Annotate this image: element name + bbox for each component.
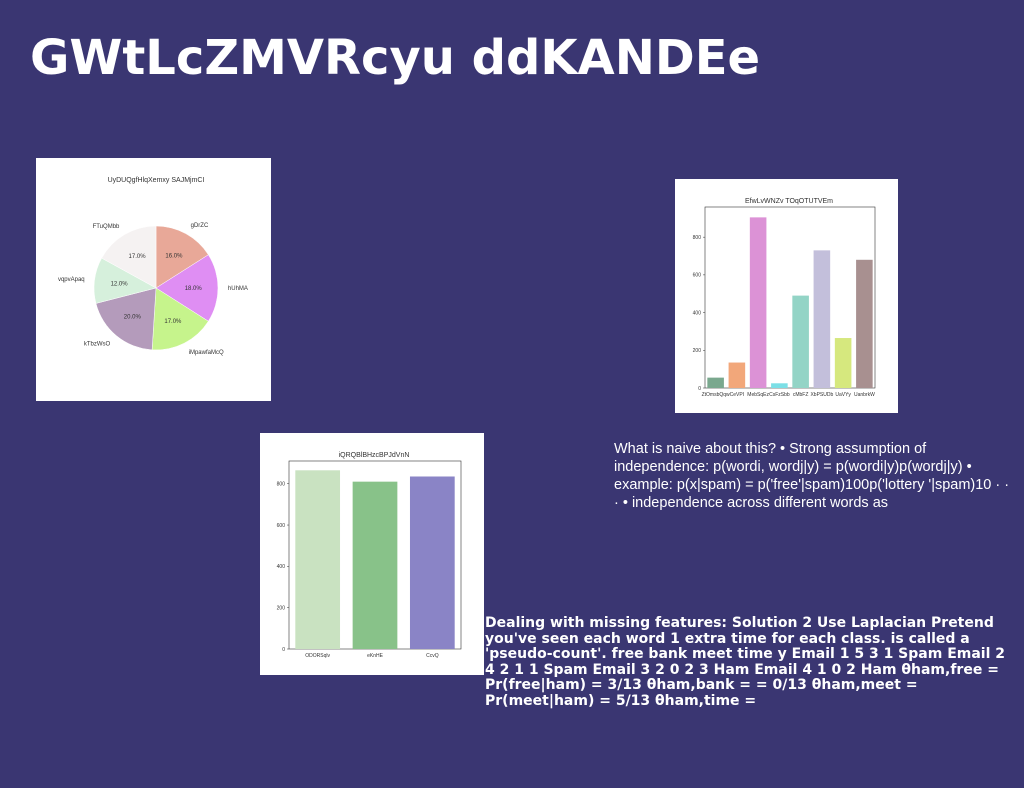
bar-chart-2-panel: iQRQBlBHzcBPJdVnN 0 200 400 600 800 ODORSqlv e… (260, 433, 484, 675)
pie-chart: UyDUQgfHlqXemxy SAJMjmCI 16.0% gDrZC 18.0%… (58, 177, 248, 356)
bar-chart-1-bar (749, 217, 767, 388)
pie-slice-label: vqpvApaq (58, 277, 85, 283)
bar-chart-1-plot-frame (704, 206, 876, 389)
bar-chart-2-xtick-label: CcvQ (426, 653, 439, 659)
pie-slice-label: gDrZC (191, 223, 209, 229)
bar-chart-1-panel: EfwLvWNZv TOqOTUTVEm 0 200 400 600 800 ZtOmsb… (675, 179, 898, 413)
bar-chart-1-bar (856, 259, 873, 388)
bar-chart-2-title: iQRQBlBHzcBPJdVnN (339, 452, 410, 459)
pie-slice (101, 225, 157, 289)
bar-chart-2-ytick-label: 400 (277, 564, 286, 570)
pie-slice (155, 225, 209, 289)
bar-chart-1-xtick-label: UanbrkW (854, 392, 875, 398)
bar-chart-2-xtick-label: ODORSqlv (305, 653, 330, 659)
bar-chart-1-xtick-label: ZtOmsbQqw (702, 392, 730, 398)
pie-pct-label: 16.0% (165, 253, 183, 259)
bar-chart-2-ytick-label: 600 (277, 523, 286, 529)
bar-chart-1-xtick-label: UaVYy (835, 392, 851, 398)
bar-chart-1-ytick-label: 800 (693, 235, 702, 241)
bar-chart-2-ytick-label: 0 (282, 647, 285, 653)
pie-pct-label: 17.0% (164, 319, 182, 325)
laplacian-smoothing-text: Dealing with missing features: Solution … (485, 615, 1006, 709)
bar-chart-1-xtick-label: MebSqEz (747, 392, 769, 398)
bar-chart-1-ytick-label: 0 (698, 386, 701, 392)
bar-chart-1-bar (792, 295, 809, 388)
pie-slice-label: FTuQMbb (93, 224, 120, 230)
bar-chart-1-xtick-label: CsFzSbb (769, 392, 790, 398)
bar-chart-1-ytick-label: 400 (693, 310, 702, 316)
bar-chart-1-ytick-label: 200 (693, 348, 702, 354)
bar-chart-1-bar (728, 362, 746, 388)
pie-chart-panel: UyDUQgfHlqXemxy SAJMjmCI 16.0% gDrZC 18.0%… (36, 158, 271, 401)
bar-chart-1-bar (834, 338, 852, 388)
bar-chart-2-xtick-label: eKnHE (367, 653, 384, 659)
pie-slice-label: hUhMA (228, 286, 248, 292)
bar-chart-1: EfwLvWNZv TOqOTUTVEm 0 200 400 600 800 ZtOmsb… (693, 198, 876, 398)
bar-chart-1-bar (813, 250, 831, 388)
naive-assumption-text: What is naive about this? • Strong assum… (614, 441, 1010, 511)
pie-slice (95, 287, 157, 351)
bar-chart-2-bar (409, 476, 455, 649)
pie-slice-label: kTbzWsO (84, 341, 111, 347)
pie-pct-label: 17.0% (129, 254, 147, 260)
bar-chart-1-ytick-label: 600 (693, 273, 702, 279)
pie-slice (151, 287, 209, 351)
pie-pct-label: 20.0% (124, 315, 142, 321)
pie-pct-label: 18.0% (185, 286, 203, 292)
bar-chart-2-bar (295, 470, 341, 649)
bar-chart-1-xtick-label: cMbFZ (793, 392, 809, 398)
bar-chart-2-bar (352, 481, 398, 649)
bar-chart-2: iQRQBlBHzcBPJdVnN 0 200 400 600 800 ODORSqlv e… (277, 452, 462, 659)
pie-slice-label: iMpawfaMcQ (189, 350, 224, 356)
bar-chart-1-title: EfwLvWNZv TOqOTUTVEm (745, 198, 833, 205)
slide-title: GWtLcZMVRcyu ddKANDEe (30, 30, 761, 86)
bar-chart-1-bar (707, 377, 724, 388)
bar-chart-1-xtick-label: XbPSUDb (810, 392, 833, 398)
bar-chart-1-xtick-label: CeVPI (730, 392, 744, 398)
pie-chart-title: UyDUQgfHlqXemxy SAJMjmCI (108, 177, 205, 184)
bar-chart-2-ytick-label: 200 (277, 605, 286, 611)
bar-chart-1-bar (771, 383, 788, 388)
bar-chart-2-ytick-label: 800 (277, 482, 286, 488)
pie-pct-label: 12.0% (111, 281, 129, 287)
pie-slice (155, 254, 219, 322)
